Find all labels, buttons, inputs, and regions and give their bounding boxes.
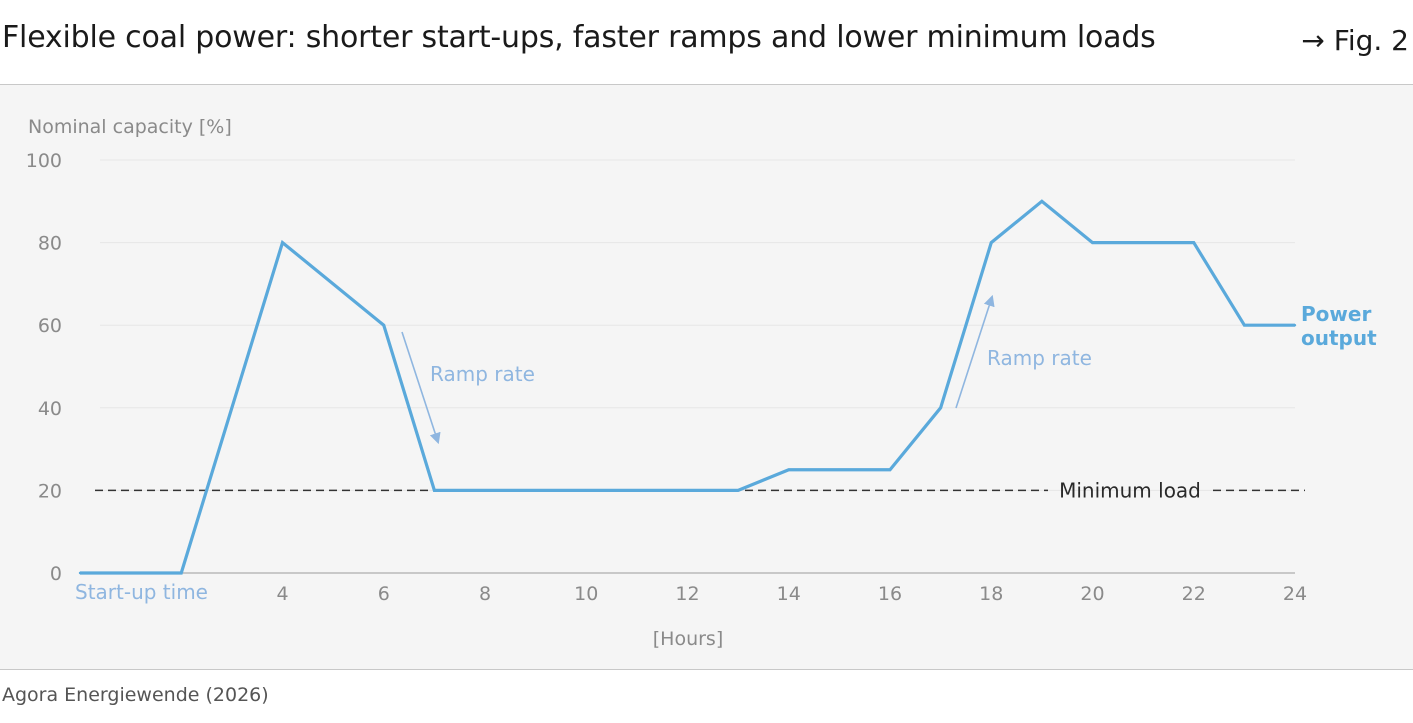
data-point: [1040, 200, 1044, 203]
page-title: Flexible coal power: shorter start-ups, …: [2, 20, 1156, 55]
source-note: Agora Energiewende (2026): [2, 684, 269, 706]
x-tick-labels: 4 6 8 10 12 14 16 18 20 22 24: [276, 583, 1307, 605]
y-tick-label: 0: [50, 563, 62, 585]
y-tick-label: 100: [26, 150, 62, 172]
x-tick-label: 10: [574, 583, 598, 605]
data-point: [939, 406, 942, 409]
chart-panel: Nominal capacity [%] 0 20 40 60 80 100 4 6 8 10 1…: [0, 85, 1413, 670]
data-point: [1243, 324, 1246, 327]
data-point: [787, 468, 790, 471]
power-output-series: [78, 199, 1297, 575]
x-tick-label: 20: [1080, 583, 1104, 605]
series-label-output: output: [1301, 326, 1377, 350]
x-tick-label: 4: [276, 583, 288, 605]
data-point: [1091, 241, 1094, 244]
x-axis-label: [Hours]: [653, 628, 724, 650]
x-tick-label: 12: [675, 583, 699, 605]
data-point: [1141, 241, 1145, 244]
ramp-down-arrow: [401, 331, 441, 445]
x-tick-label: 18: [979, 583, 1003, 605]
x-tick-label: 14: [777, 583, 801, 605]
data-point: [1192, 241, 1195, 244]
data-point: [585, 489, 588, 492]
data-point: [483, 489, 487, 492]
x-tick-label: 8: [479, 583, 491, 605]
ramp-up-label: Ramp rate: [987, 346, 1092, 370]
data-point: [281, 241, 284, 244]
x-tick-label: 16: [878, 583, 902, 605]
x-tick-label: 6: [378, 583, 390, 605]
y-tick-label: 40: [38, 398, 62, 420]
data-point: [1293, 324, 1297, 327]
data-point: [686, 489, 689, 492]
data-point: [433, 489, 436, 492]
y-axis-label: Nominal capacity [%]: [28, 116, 232, 138]
header: Flexible coal power: shorter start-ups, …: [0, 0, 1413, 85]
series-line: [80, 199, 1295, 575]
data-point: [180, 571, 183, 575]
startup-label: Start-up time: [75, 580, 208, 604]
gridlines: [80, 159, 1295, 574]
figure-reference-link[interactable]: → Fig. 2: [1301, 24, 1409, 57]
data-point: [78, 571, 82, 575]
line-chart: Nominal capacity [%] 0 20 40 60 80 100 4 6 8 10 1…: [26, 116, 1377, 650]
x-tick-label: 24: [1283, 583, 1307, 605]
ramp-up-arrow: [955, 294, 995, 409]
data-point: [888, 468, 892, 471]
y-tick-label: 80: [38, 233, 62, 255]
y-tick-label: 60: [38, 315, 62, 337]
data-point: [990, 241, 993, 244]
minimum-load-label: Minimum load: [1059, 478, 1201, 502]
x-tick-label: 22: [1182, 583, 1206, 605]
data-point: [736, 489, 740, 492]
ramp-down-label: Ramp rate: [430, 362, 535, 386]
series-label-power: Power: [1301, 302, 1371, 326]
y-tick-label: 20: [38, 480, 62, 502]
data-point: [838, 468, 841, 471]
data-point: [382, 324, 385, 327]
annotations: Ramp rate Ramp rate Start-up time Power …: [75, 294, 1377, 604]
minimum-load-line: Minimum load: [95, 478, 1305, 502]
y-tick-labels: 0 20 40 60 80 100: [26, 150, 62, 585]
